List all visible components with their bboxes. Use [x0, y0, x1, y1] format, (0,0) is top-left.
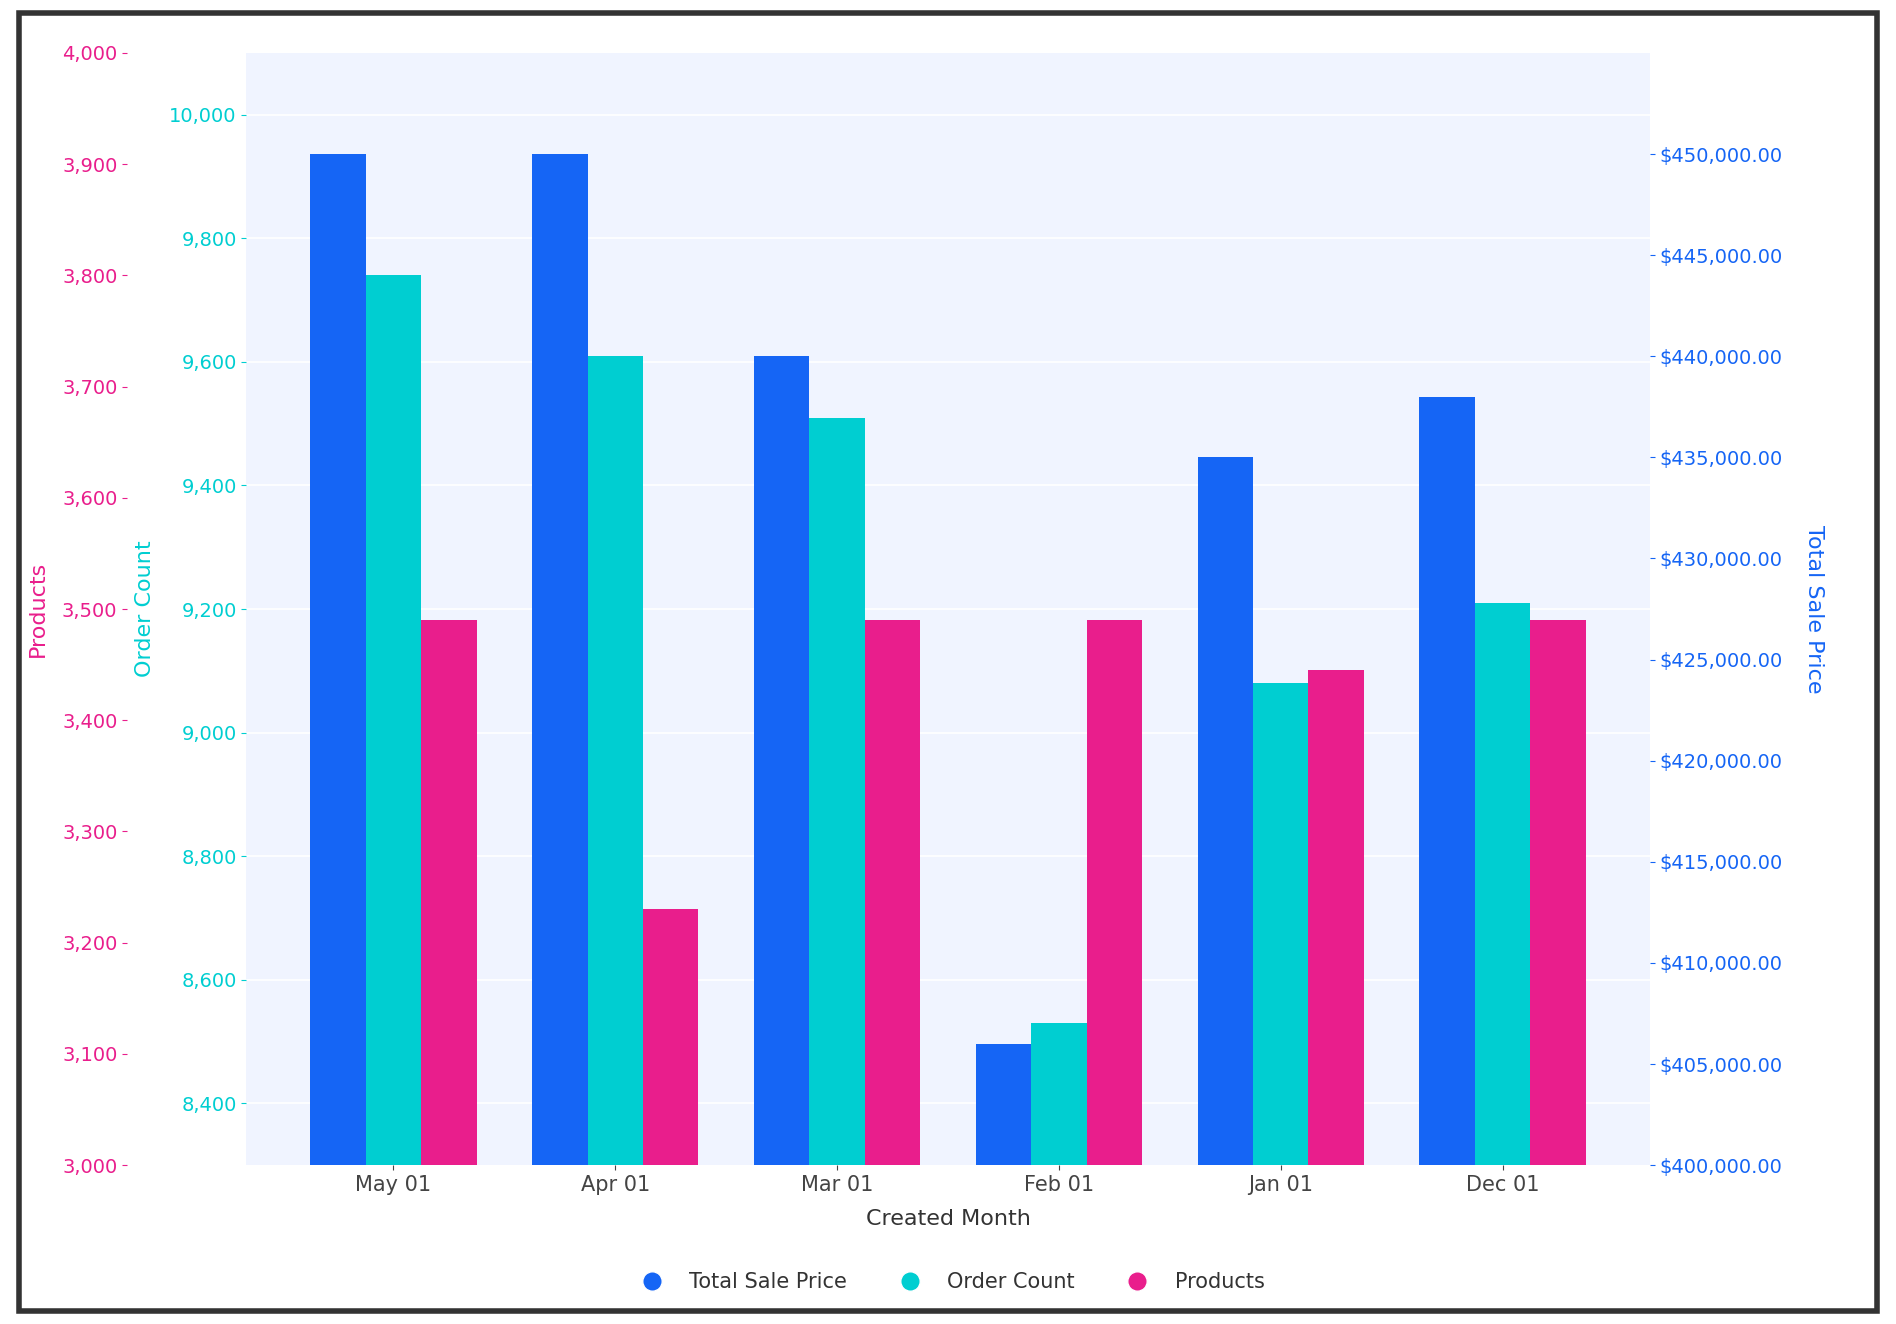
Y-axis label: Total Sale Price: Total Sale Price	[1805, 524, 1824, 694]
Bar	[1031, 1023, 1086, 1165]
Bar	[311, 154, 366, 1165]
Y-axis label: Products: Products	[28, 561, 47, 657]
Bar	[421, 620, 476, 1165]
Bar	[533, 154, 588, 1165]
Legend: Total Sale Price, Order Count, Products: Total Sale Price, Order Count, Products	[622, 1263, 1274, 1300]
Bar	[1308, 670, 1363, 1165]
Bar	[1420, 397, 1475, 1165]
Bar	[755, 356, 810, 1165]
X-axis label: Created Month: Created Month	[866, 1209, 1030, 1229]
Bar	[1253, 683, 1308, 1165]
Y-axis label: Order Count: Order Count	[135, 540, 155, 678]
Bar	[810, 417, 865, 1165]
Bar	[1530, 620, 1585, 1165]
Bar	[976, 1043, 1031, 1165]
Bar	[1198, 457, 1253, 1165]
Bar	[588, 356, 643, 1165]
Bar	[865, 620, 920, 1165]
Bar	[366, 275, 421, 1165]
Bar	[1086, 620, 1141, 1165]
Bar	[1475, 602, 1530, 1165]
Bar	[643, 910, 698, 1165]
